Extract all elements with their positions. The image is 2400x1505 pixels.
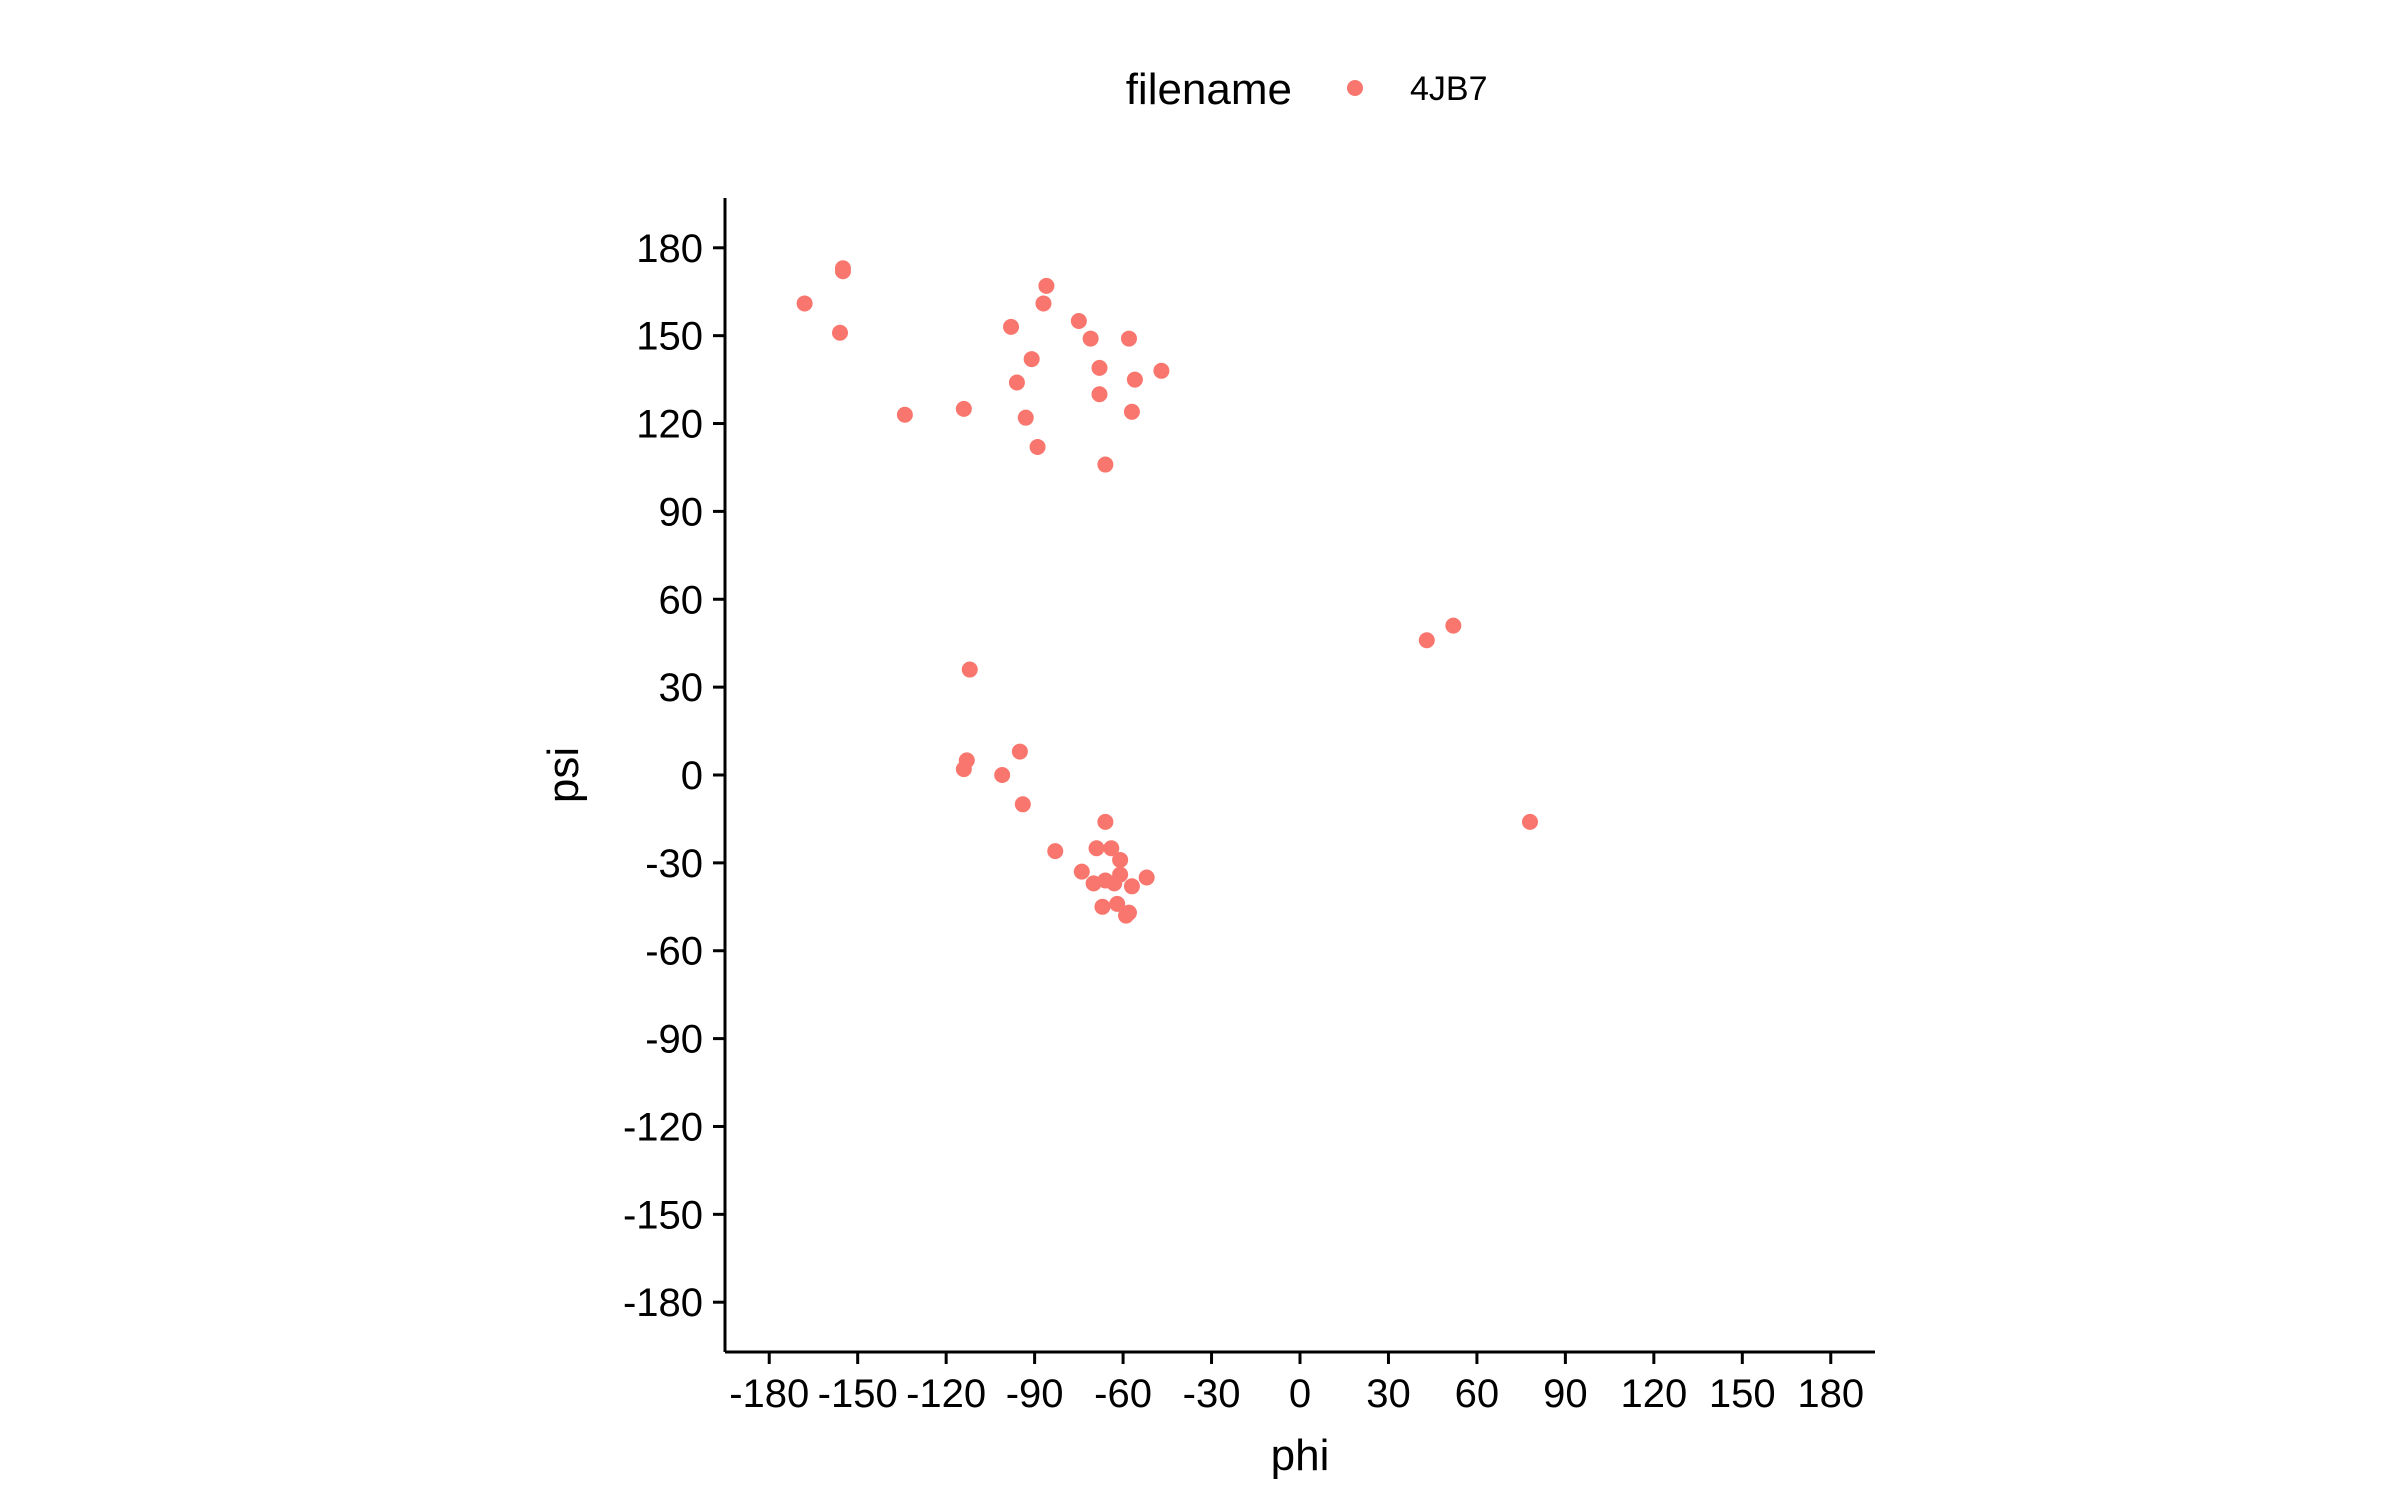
data-point — [1047, 843, 1064, 860]
y-tick-label: 180 — [636, 227, 703, 271]
data-point — [1011, 743, 1028, 760]
data-point — [1091, 359, 1108, 376]
x-tick-label: -90 — [1006, 1372, 1064, 1416]
legend-title: filename — [1126, 65, 1292, 114]
data-point — [1522, 813, 1538, 830]
x-tick-label: 150 — [1709, 1372, 1776, 1416]
x-tick-label: -180 — [729, 1372, 809, 1416]
data-point — [896, 406, 913, 423]
y-tick-label: 90 — [659, 490, 704, 534]
data-point — [1097, 456, 1114, 473]
y-tick-label: 60 — [659, 578, 704, 622]
x-tick-label: 180 — [1797, 1372, 1864, 1416]
x-tick-label: 60 — [1455, 1372, 1500, 1416]
data-points — [796, 260, 1538, 924]
data-point — [1029, 438, 1046, 455]
y-axis-title: psi — [539, 747, 588, 803]
data-point — [1418, 632, 1435, 649]
x-tick-label: 90 — [1543, 1372, 1588, 1416]
y-tick-label: -30 — [645, 842, 703, 886]
y-tick-label: 150 — [636, 315, 703, 359]
legend-label-4JB7: 4JB7 — [1410, 70, 1488, 108]
data-point — [961, 661, 978, 678]
data-point — [1070, 313, 1087, 330]
y-tick-label: 120 — [636, 403, 703, 447]
x-tick-label: 0 — [1289, 1372, 1311, 1416]
data-point — [1445, 617, 1462, 634]
data-point — [1082, 330, 1099, 347]
x-tick-label: -120 — [906, 1372, 986, 1416]
data-point — [1112, 851, 1129, 868]
data-point — [1091, 386, 1108, 403]
data-point — [955, 761, 972, 778]
data-point — [1112, 866, 1129, 883]
data-point — [1120, 330, 1137, 347]
data-point — [994, 767, 1011, 783]
data-point — [1109, 895, 1126, 912]
y-tick-label: -180 — [623, 1281, 703, 1325]
y-tick-label: -90 — [645, 1018, 703, 1062]
y-ticks: -180 -150 -120 -90 -60 -30 0 30 60 90 120 150 180 — [623, 227, 725, 1325]
x-tick-label: -60 — [1094, 1372, 1152, 1416]
data-point — [1088, 840, 1105, 857]
data-point — [1120, 904, 1137, 921]
data-point — [1126, 371, 1143, 388]
x-tick-label: 30 — [1366, 1372, 1411, 1416]
data-point — [1073, 863, 1090, 880]
legend: filename 4JB7 — [1126, 65, 1488, 114]
y-tick-label: -120 — [623, 1105, 703, 1149]
data-point — [1123, 878, 1140, 895]
data-point — [1153, 362, 1170, 379]
y-tick-label: -60 — [645, 930, 703, 974]
data-point — [1097, 813, 1114, 830]
data-point — [1038, 277, 1055, 294]
data-point — [834, 263, 851, 280]
y-tick-label: 30 — [659, 666, 704, 710]
data-point — [955, 400, 972, 417]
data-point — [1123, 403, 1140, 420]
data-point — [1008, 374, 1025, 391]
y-tick-label: -150 — [623, 1193, 703, 1237]
data-point — [1094, 898, 1111, 915]
x-tick-label: 120 — [1620, 1372, 1687, 1416]
y-tick-label: 0 — [681, 754, 703, 798]
x-ticks: -180 -150 -120 -90 -60 -30 0 30 60 90 120 150 180 — [729, 1352, 1864, 1416]
legend-key-4JB7 — [1347, 80, 1363, 96]
data-point — [832, 324, 848, 341]
data-point — [1035, 295, 1052, 312]
data-point — [1023, 351, 1040, 368]
x-axis-title: phi — [1271, 1431, 1330, 1480]
x-tick-label: -30 — [1183, 1372, 1241, 1416]
data-point — [1003, 318, 1020, 335]
data-point — [1014, 796, 1031, 813]
data-point — [1103, 840, 1120, 857]
data-point — [1017, 409, 1034, 426]
data-point — [796, 295, 813, 312]
data-point — [1138, 869, 1155, 886]
x-tick-label: -150 — [818, 1372, 898, 1416]
